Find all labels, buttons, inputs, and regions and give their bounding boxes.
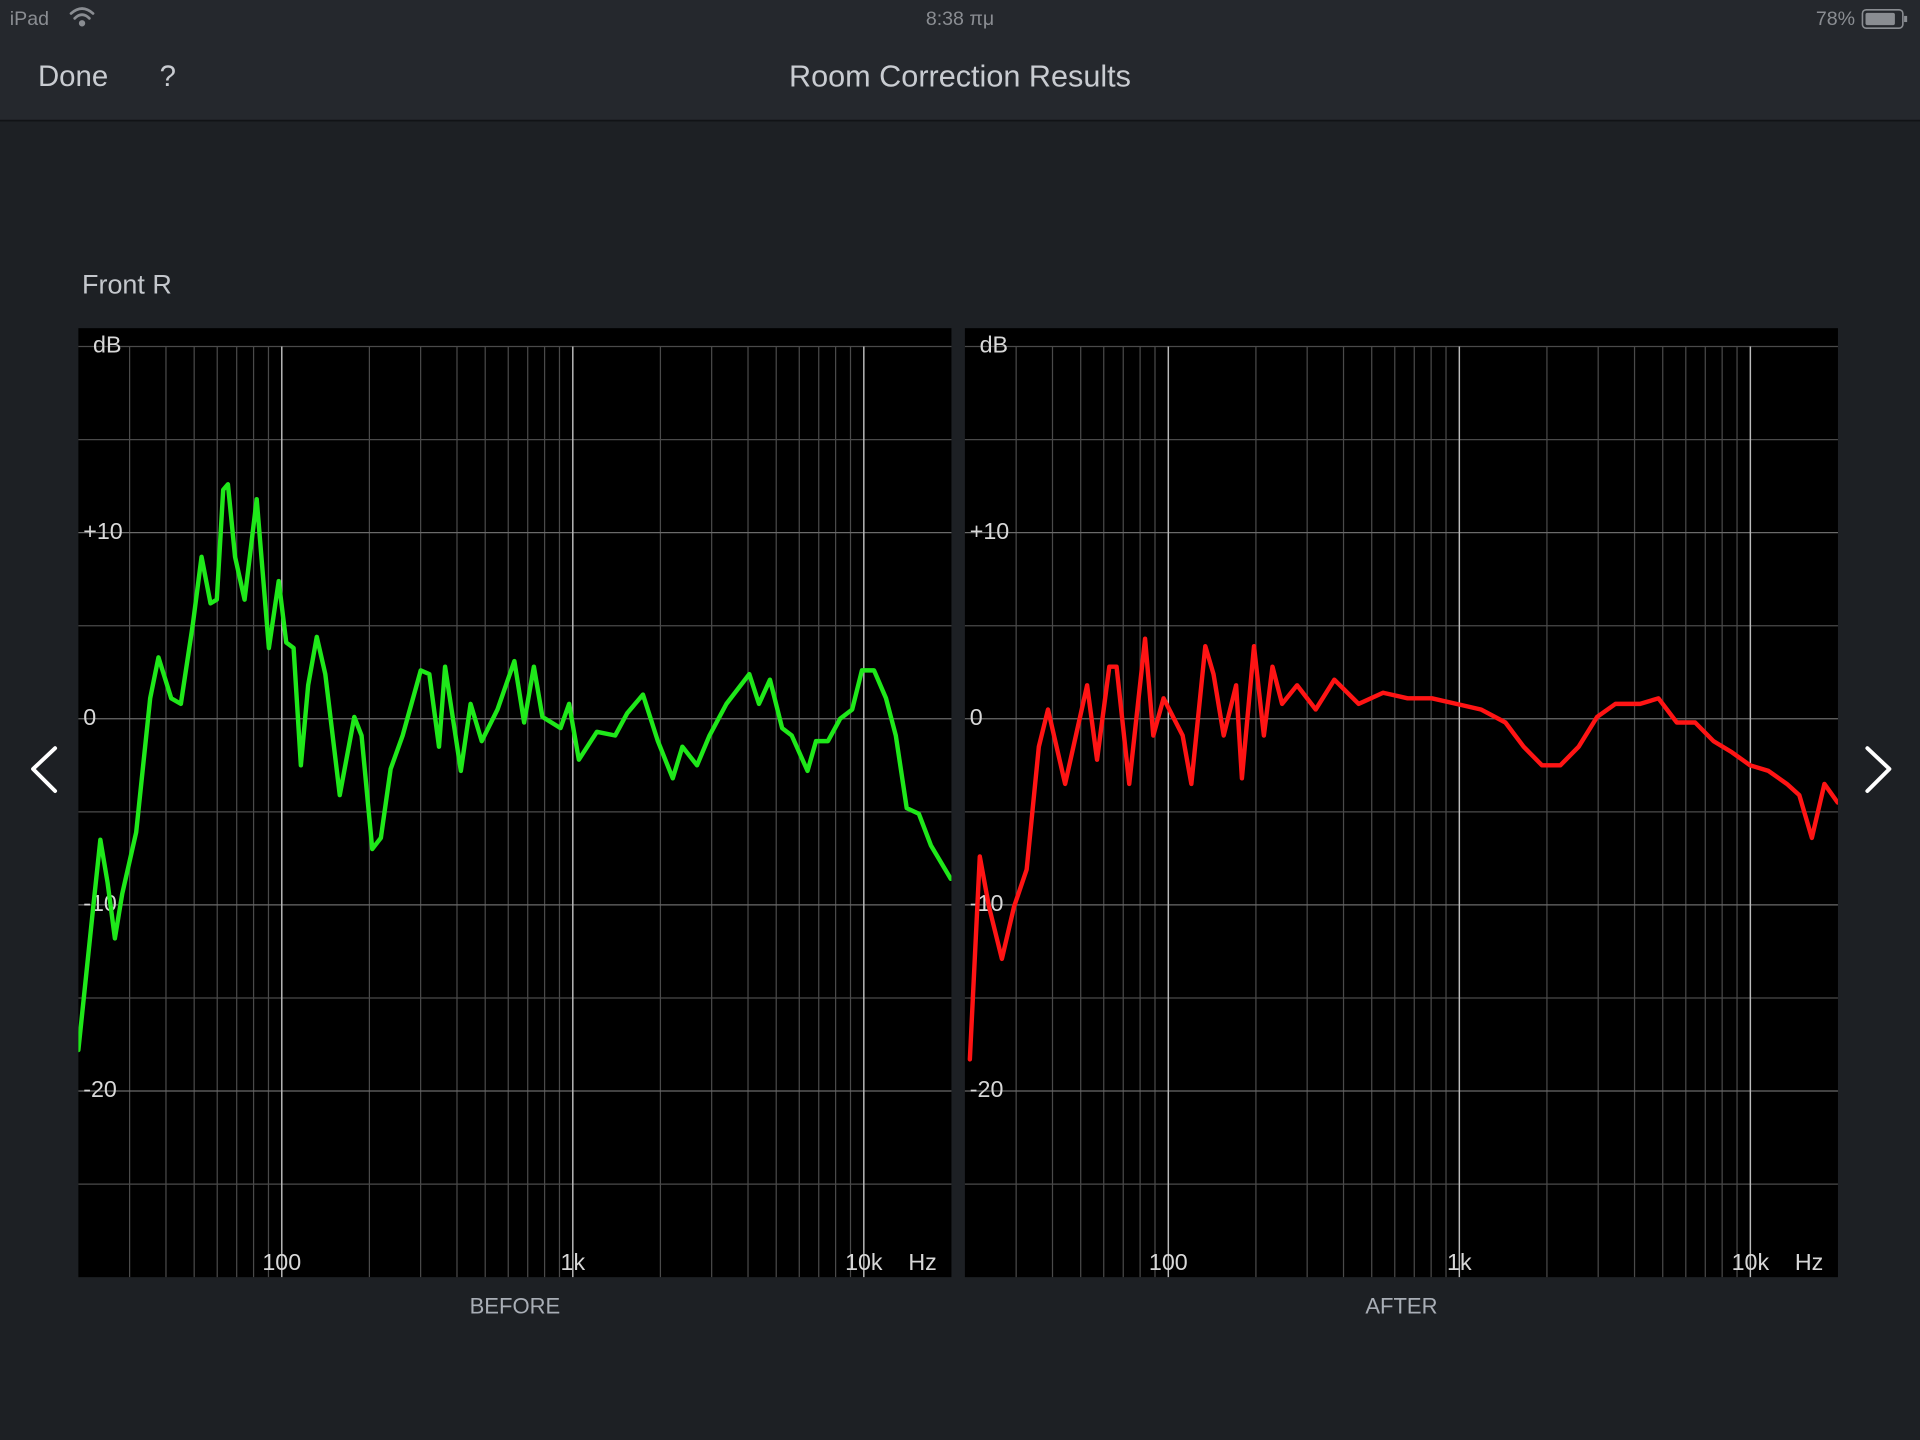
- nav-bar: [0, 0, 1920, 120]
- next-channel[interactable]: [1865, 746, 1892, 793]
- curve-group: [967, 636, 1838, 1062]
- plot-area: [964, 328, 1838, 1278]
- y-tick-label: +10: [970, 518, 1010, 544]
- y-tick-label: +10: [83, 518, 123, 544]
- x-tick-label: 10k: [1732, 1249, 1770, 1275]
- screen-title: Room Correction Results: [789, 59, 1131, 93]
- channel-label: Front R: [82, 270, 172, 300]
- x-tick-label: 100: [262, 1249, 301, 1275]
- done-button[interactable]: Done: [38, 60, 108, 93]
- x-axis-label: Hz: [908, 1249, 936, 1275]
- curve-group: [78, 482, 952, 1053]
- y-axis-label: dB: [980, 332, 1008, 358]
- response-curve: [967, 636, 1838, 1062]
- y-tick-label: 0: [83, 704, 96, 730]
- x-tick-label: 10k: [845, 1249, 883, 1275]
- x-tick-label: 1k: [561, 1249, 586, 1275]
- x-tick-label: 1k: [1447, 1249, 1472, 1275]
- previous-channel[interactable]: [31, 746, 58, 793]
- chart-title: AFTER: [1365, 1294, 1437, 1319]
- plot-area: [78, 328, 952, 1278]
- y-tick-label: -20: [83, 1076, 117, 1102]
- battery-icon: [1861, 9, 1908, 29]
- chart-title: BEFORE: [470, 1294, 561, 1319]
- status-device: iPad: [10, 8, 49, 30]
- help-button[interactable]: ?: [160, 60, 176, 93]
- x-axis-label: Hz: [1795, 1249, 1823, 1275]
- y-axis-label: dB: [93, 332, 121, 358]
- y-tick-label: 0: [970, 704, 983, 730]
- y-tick-label: -20: [970, 1076, 1004, 1102]
- x-tick-label: 100: [1149, 1249, 1188, 1275]
- status-time: 8:38 πμ: [926, 8, 994, 30]
- status-battery: 78%: [1816, 8, 1855, 30]
- wifi-icon: [69, 7, 95, 27]
- response-curve: [78, 482, 952, 1053]
